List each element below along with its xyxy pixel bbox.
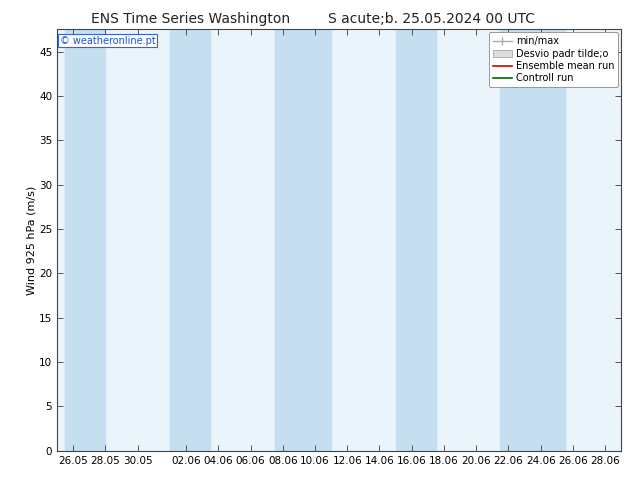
Bar [170, 29, 210, 451]
Bar [275, 29, 331, 451]
Text: S acute;b. 25.05.2024 00 UTC: S acute;b. 25.05.2024 00 UTC [328, 12, 534, 26]
Y-axis label: Wind 925 hPa (m/s): Wind 925 hPa (m/s) [26, 186, 36, 294]
Text: ENS Time Series Washington: ENS Time Series Washington [91, 12, 290, 26]
Bar [65, 29, 105, 451]
Bar [396, 29, 436, 451]
Bar [500, 29, 565, 451]
Legend: min/max, Desvio padr tilde;o, Ensemble mean run, Controll run: min/max, Desvio padr tilde;o, Ensemble m… [489, 32, 618, 87]
Text: © weatheronline.pt: © weatheronline.pt [60, 36, 155, 46]
